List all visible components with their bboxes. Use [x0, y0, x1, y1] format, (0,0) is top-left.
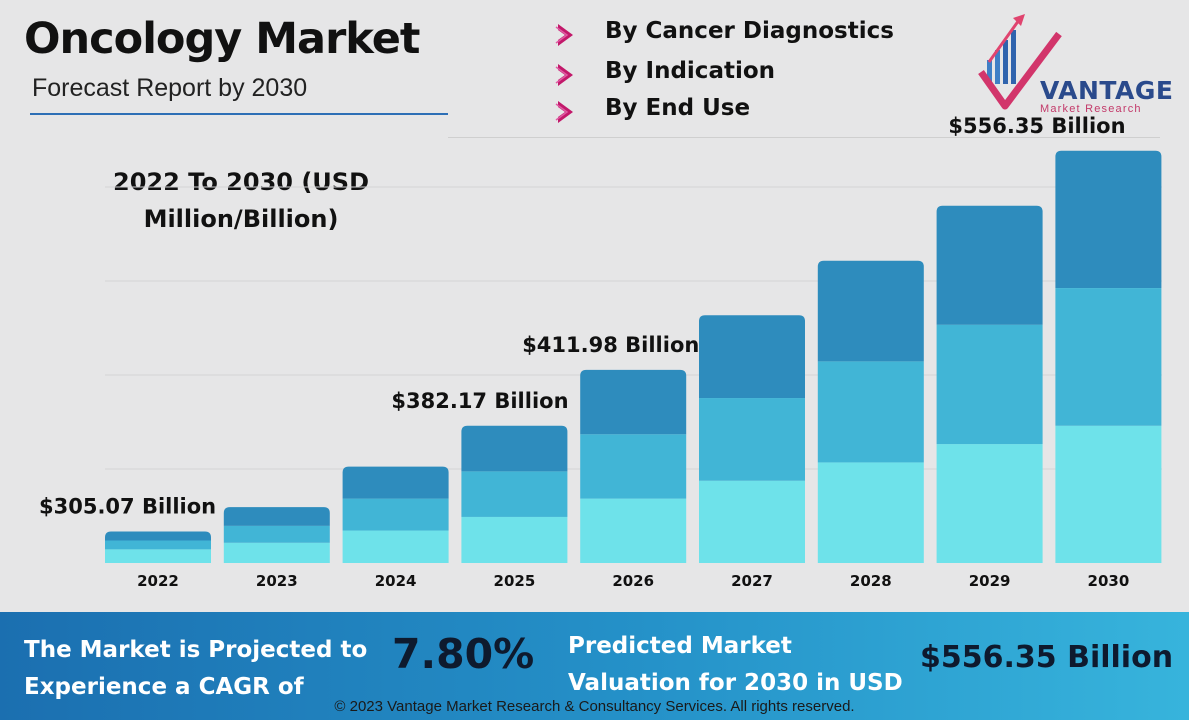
bar-chart: 2022 2023 2024 2025 2026 2027 2028 2029 2030 $305… [39, 114, 1162, 590]
predicted-valuation-label: Predicted Market Valuation for 2030 in U… [568, 633, 903, 696]
page-title: Oncology Market [24, 14, 420, 64]
chart-subtitle: 2022 To 2030 (USD Million/Billion) [86, 164, 396, 238]
data-label: $556.35 Billion [948, 114, 1125, 138]
bar-segment [461, 516, 568, 563]
brand-name: VANTAGE [1040, 76, 1174, 105]
bar-segment [342, 466, 449, 499]
cagr-value: 7.80% [392, 630, 535, 678]
chevron-right-icon [555, 101, 573, 123]
chart-subtitle-line: Million/Billion) [143, 205, 339, 233]
x-tick-label: 2026 [612, 572, 654, 590]
bar-segment [223, 507, 330, 526]
title-underline [30, 113, 448, 115]
bar-segment [461, 425, 568, 472]
bar-segment [699, 315, 805, 399]
bar-segment [342, 530, 449, 563]
bar-segment [936, 324, 1043, 445]
vantage-logo-icon [978, 14, 1062, 110]
bar-segment [105, 540, 211, 550]
bar-segment [105, 549, 211, 563]
bar-segment [817, 361, 924, 463]
data-label: $411.98 Billion [522, 333, 699, 357]
bar-segment [1055, 425, 1162, 563]
bar-segment [580, 498, 687, 563]
bar-segment [699, 398, 805, 481]
x-tick-label: 2024 [375, 572, 417, 590]
bar-segment [936, 205, 1043, 325]
x-tick-label: 2025 [494, 572, 536, 590]
bar-segment [817, 462, 924, 563]
bar-segment [461, 471, 568, 517]
bar-segment [1055, 288, 1162, 426]
bar-segment [1055, 150, 1162, 289]
data-label: $305.07 Billion [39, 495, 216, 519]
copyright-notice: © 2023 Vantage Market Research & Consult… [334, 698, 855, 715]
x-tick-label: 2030 [1088, 572, 1130, 590]
x-tick-label: 2023 [256, 572, 298, 590]
bar-segment [699, 480, 805, 563]
bar-segment [817, 260, 924, 362]
segment-label: By End Use [605, 95, 751, 121]
bar-segment [936, 444, 1043, 563]
x-tick-label: 2022 [137, 572, 179, 590]
predicted-valuation-value: $556.35 Billion [920, 640, 1174, 675]
page-subtitle: Forecast Report by 2030 [32, 74, 308, 102]
segment-label: By Cancer Diagnostics [605, 18, 894, 44]
bar-segment [223, 525, 330, 543]
segment-label: By Indication [605, 58, 776, 84]
bar-segment [223, 542, 330, 563]
x-tick-label: 2027 [731, 572, 773, 590]
brand-tagline: Market Research [1040, 103, 1142, 115]
header-separator [448, 137, 1160, 138]
cagr-label: The Market is Projected to Experience a … [24, 637, 368, 700]
bar-segment [342, 498, 449, 531]
bar-segment [105, 531, 211, 541]
chevron-right-icon [555, 24, 573, 46]
data-label: $382.17 Billion [391, 389, 568, 413]
footer-banner: The Market is Projected to Experience a … [0, 612, 1189, 720]
bar-segment [580, 434, 687, 499]
chart-subtitle-line: 2022 To 2030 (USD [113, 168, 369, 196]
chevron-right-icon [555, 64, 573, 86]
bar-segment [580, 369, 687, 435]
x-tick-label: 2028 [850, 572, 892, 590]
x-tick-label: 2029 [969, 572, 1011, 590]
